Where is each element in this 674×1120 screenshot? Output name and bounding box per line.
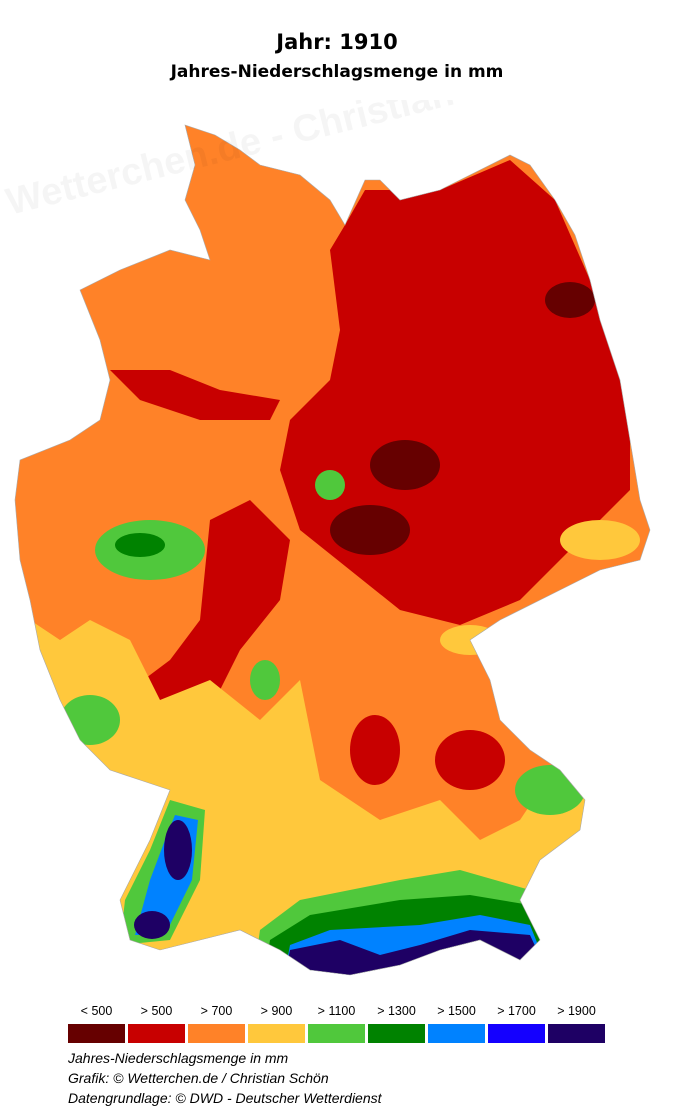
- legend-item: > 700: [188, 1004, 245, 1043]
- legend-item: < 500: [68, 1004, 125, 1043]
- legend-label: > 1100: [317, 1004, 356, 1018]
- legend-item: > 1500: [428, 1004, 485, 1043]
- map-subtitle: Jahres-Niederschlagsmenge in mm: [170, 62, 504, 82]
- region-500-bavaria: [435, 730, 505, 790]
- legend-swatch: [488, 1024, 545, 1043]
- legend-label: > 1500: [437, 1004, 476, 1018]
- legend-swatch: [548, 1024, 605, 1043]
- legend-swatch: [188, 1024, 245, 1043]
- region-1100-harz: [315, 470, 345, 500]
- legend-label: > 1700: [497, 1004, 536, 1018]
- legend-label: > 1900: [557, 1004, 596, 1018]
- legend-label: > 1300: [377, 1004, 416, 1018]
- legend-item: > 900: [248, 1004, 305, 1043]
- region-500-central: [130, 500, 290, 730]
- legend: < 500 > 500 > 700 > 900 > 1100 > 1300 > 1500 > …: [68, 1004, 605, 1043]
- region-1900-black-forest-north: [164, 820, 192, 880]
- legend-item: > 500: [128, 1004, 185, 1043]
- footer-unit: Jahres-Niederschlagsmenge in mm: [68, 1050, 289, 1066]
- legend-label: < 500: [80, 1004, 113, 1018]
- footer-source: Datengrundlage: © DWD - Deutscher Wetter…: [68, 1090, 382, 1106]
- region-500-franconia: [350, 715, 400, 785]
- legend-swatch: [368, 1024, 425, 1043]
- region-900-lusatia: [560, 520, 640, 560]
- legend-swatch: [428, 1024, 485, 1043]
- region-1100-eifel: [60, 695, 120, 745]
- region-below-500-magdeburg: [370, 440, 440, 490]
- region-500-west: [110, 370, 280, 420]
- legend-label: > 900: [260, 1004, 293, 1018]
- map-title: Jahr: 1910: [276, 30, 398, 54]
- legend-swatch: [248, 1024, 305, 1043]
- legend-item: > 1300: [368, 1004, 425, 1043]
- legend-item: > 1900: [548, 1004, 605, 1043]
- footer-credit: Grafik: © Wetterchen.de / Christian Schö…: [68, 1070, 329, 1086]
- legend-label: > 700: [200, 1004, 233, 1018]
- region-1900-black-forest-south: [134, 911, 170, 939]
- region-1100-bavarian-forest: [515, 765, 585, 815]
- region-1300-sauerland: [115, 533, 165, 557]
- legend-swatch: [308, 1024, 365, 1043]
- legend-swatch: [68, 1024, 125, 1043]
- region-1100-rhoen: [250, 660, 280, 700]
- legend-item: > 1700: [488, 1004, 545, 1043]
- legend-label: > 500: [140, 1004, 173, 1018]
- legend-swatch: [128, 1024, 185, 1043]
- region-below-500-uckermark: [545, 282, 595, 318]
- region-below-500-thuringia: [330, 505, 410, 555]
- legend-item: > 1100: [308, 1004, 365, 1043]
- precipitation-map: Wetterchen.de - Christian Schön: [2, 100, 651, 976]
